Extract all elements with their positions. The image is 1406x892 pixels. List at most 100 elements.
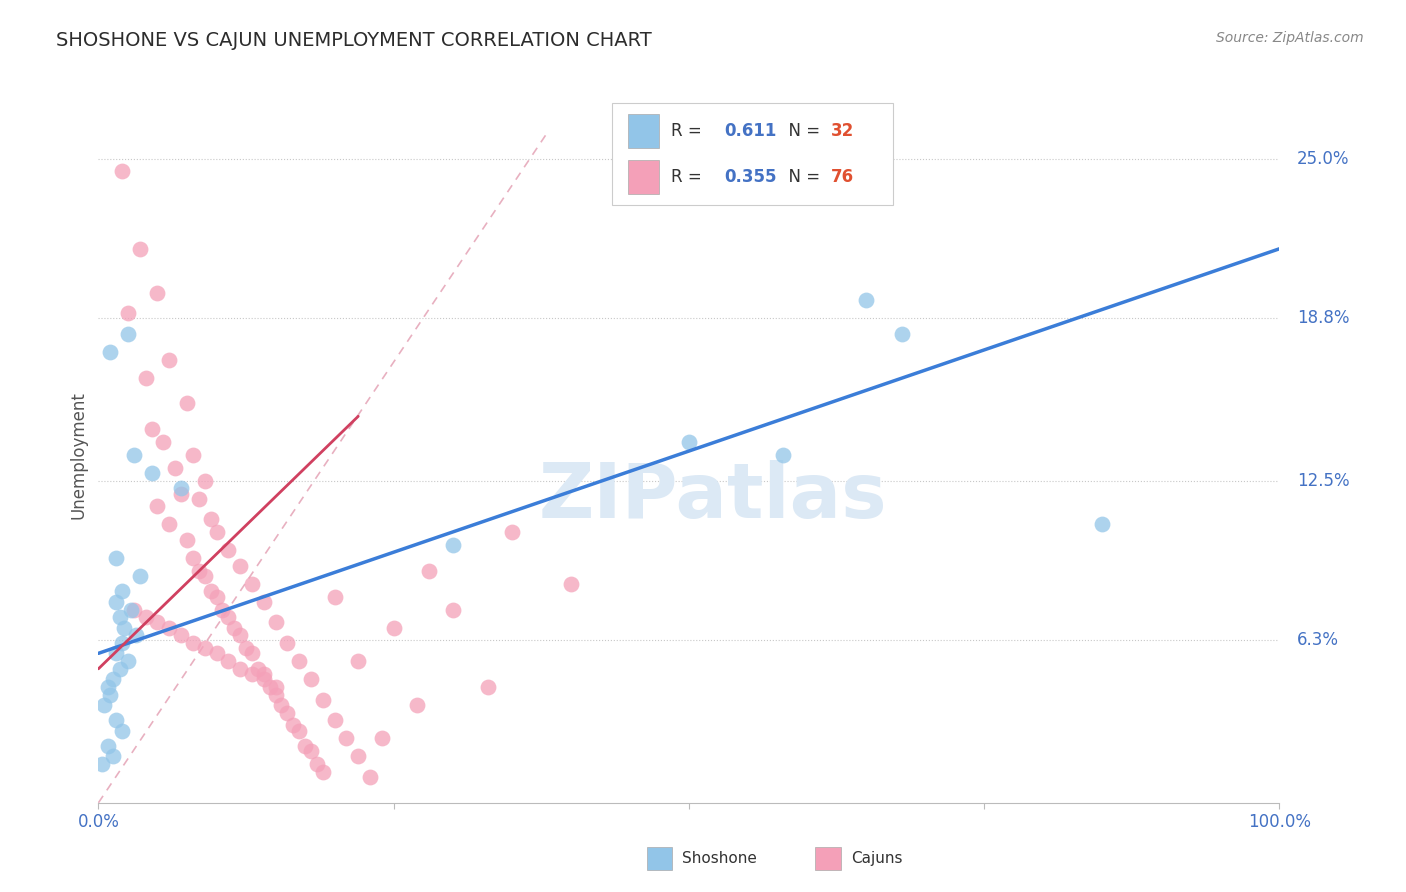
Point (146, 615, 169, 630)
Point (229, 628, 252, 642)
Point (294, 739, 316, 753)
Point (229, 662, 252, 676)
Point (122, 602, 145, 616)
Point (288, 654, 311, 668)
Point (890, 326, 912, 341)
Point (323, 590, 346, 604)
Text: N =: N = (778, 168, 825, 186)
Text: 32: 32 (831, 122, 855, 140)
Text: R =: R = (671, 122, 711, 140)
Point (93, 698, 115, 712)
Point (560, 576, 582, 591)
Point (441, 538, 464, 552)
Point (125, 628, 148, 642)
Point (382, 621, 405, 635)
Point (501, 525, 523, 540)
Point (105, 551, 128, 566)
Point (187, 491, 209, 506)
Point (170, 628, 193, 642)
Point (181, 551, 204, 566)
Point (264, 680, 287, 694)
Point (240, 646, 263, 660)
Point (135, 370, 157, 384)
Point (101, 672, 124, 686)
Point (105, 595, 128, 609)
Point (98, 688, 121, 702)
Point (347, 654, 370, 668)
Point (97, 739, 120, 753)
Point (335, 731, 357, 746)
Text: N =: N = (778, 122, 825, 140)
Point (117, 654, 139, 668)
Point (105, 714, 128, 728)
Point (772, 448, 794, 462)
Text: 25.0%: 25.0% (1298, 150, 1350, 168)
Point (229, 558, 252, 573)
Point (246, 662, 269, 676)
Point (141, 422, 163, 436)
Text: 6.3%: 6.3% (1298, 632, 1339, 649)
Point (157, 517, 180, 532)
Point (117, 326, 139, 341)
Point (91, 757, 114, 772)
Point (217, 654, 239, 668)
Point (224, 621, 246, 635)
Point (112, 621, 135, 635)
Text: SHOSHONE VS CAJUN UNEMPLOYMENT CORRELATION CHART: SHOSHONE VS CAJUN UNEMPLOYMENT CORRELATI… (56, 31, 652, 50)
Point (111, 636, 134, 650)
Point (165, 460, 187, 475)
Point (98, 344, 121, 359)
Text: 0.611: 0.611 (724, 122, 776, 140)
Point (299, 672, 322, 686)
Point (105, 646, 128, 660)
Point (108, 610, 131, 624)
Text: ZIPatlas: ZIPatlas (538, 459, 887, 533)
Text: 12.5%: 12.5% (1298, 472, 1350, 490)
Point (170, 482, 193, 496)
Point (111, 164, 134, 178)
Point (359, 770, 381, 784)
Point (152, 435, 174, 450)
Point (253, 595, 276, 609)
Point (205, 525, 228, 540)
Text: Source: ZipAtlas.com: Source: ZipAtlas.com (1216, 31, 1364, 45)
Point (1091, 517, 1114, 532)
Point (418, 564, 440, 578)
Point (128, 569, 150, 583)
Point (111, 584, 134, 599)
Point (371, 731, 394, 746)
Point (217, 543, 239, 558)
Point (108, 662, 131, 676)
Point (200, 584, 222, 599)
Point (117, 306, 139, 320)
Point (157, 621, 180, 635)
Point (146, 285, 169, 300)
Point (181, 636, 204, 650)
Point (253, 667, 276, 681)
Point (157, 352, 180, 367)
Text: Cajuns: Cajuns (851, 851, 903, 866)
Point (128, 242, 150, 256)
Point (264, 688, 287, 702)
Point (122, 448, 145, 462)
Point (270, 698, 292, 712)
Point (441, 602, 464, 616)
Text: R =: R = (671, 168, 707, 186)
Text: 76: 76 (831, 168, 853, 186)
Point (235, 641, 257, 656)
Point (181, 448, 204, 462)
Point (97, 680, 120, 694)
Point (259, 680, 281, 694)
Point (101, 749, 124, 764)
Point (121, 602, 143, 616)
Point (406, 698, 429, 712)
Point (288, 723, 311, 738)
Point (264, 615, 287, 630)
Point (678, 435, 700, 450)
Text: 0.355: 0.355 (724, 168, 776, 186)
Point (176, 533, 198, 547)
Y-axis label: Unemployment: Unemployment (69, 391, 87, 519)
Point (305, 757, 328, 772)
Point (194, 569, 217, 583)
Point (200, 512, 222, 526)
